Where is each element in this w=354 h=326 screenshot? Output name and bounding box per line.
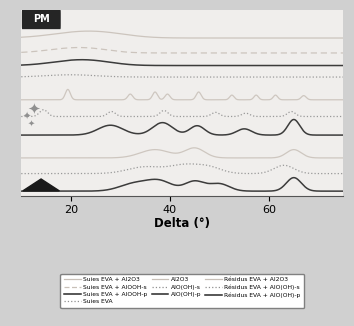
Text: ✦: ✦ bbox=[22, 112, 30, 122]
Text: ✦: ✦ bbox=[28, 118, 35, 127]
Text: ✦: ✦ bbox=[27, 102, 40, 117]
X-axis label: Delta (°): Delta (°) bbox=[154, 217, 210, 230]
Polygon shape bbox=[23, 179, 59, 191]
Text: PM: PM bbox=[33, 14, 50, 24]
FancyBboxPatch shape bbox=[23, 10, 60, 28]
Legend: Suies EVA + Al2O3, Suies EVA + AlOOH-s, Suies EVA + AlOOH-p, Suies EVA, Al2O3, A: Suies EVA + Al2O3, Suies EVA + AlOOH-s, … bbox=[61, 274, 304, 308]
